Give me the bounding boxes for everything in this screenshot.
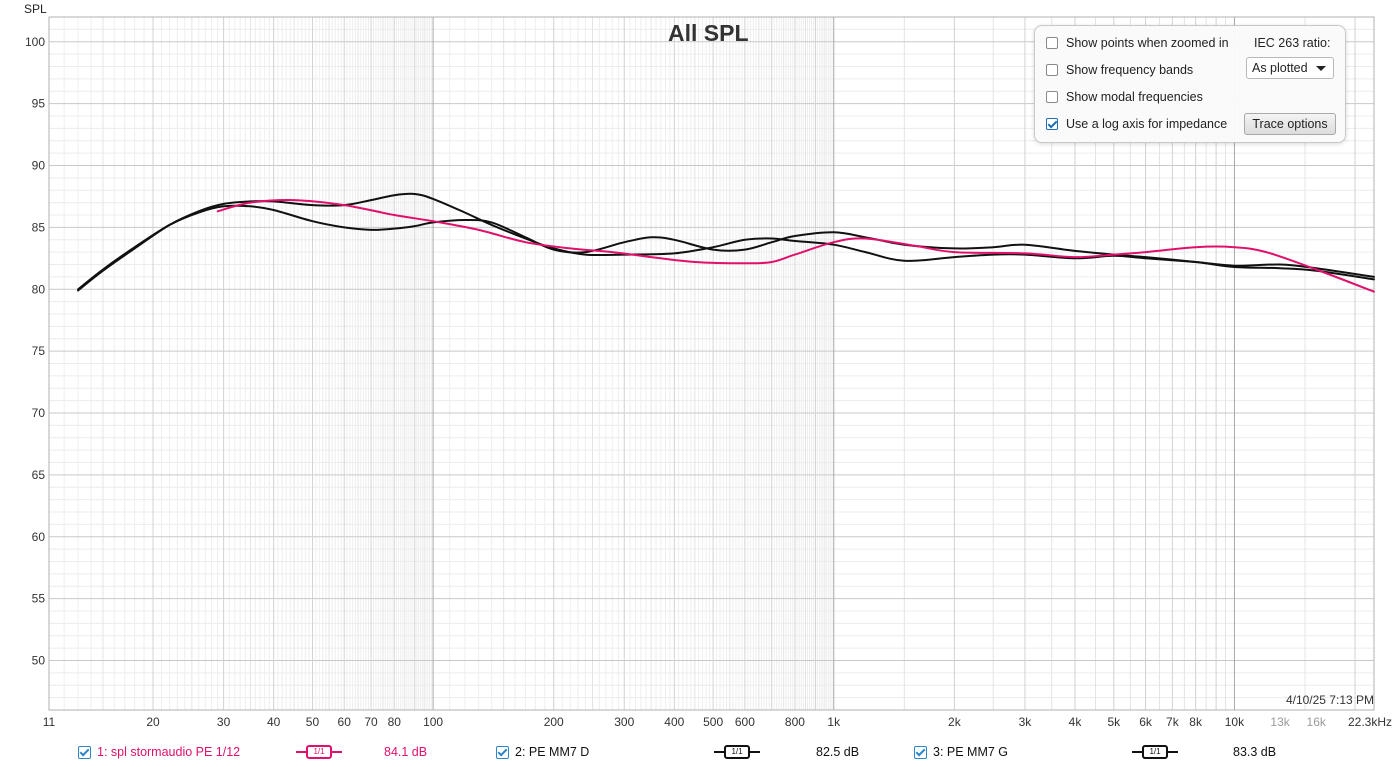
x-tick-label: 800	[785, 715, 805, 729]
option-show-modal[interactable]: Show modal frequencies	[1046, 88, 1203, 106]
x-tick-label: 13k	[1270, 715, 1290, 729]
y-tick-label: 80	[32, 282, 46, 296]
x-tick-label: 22.3kHz	[1348, 715, 1392, 729]
x-tick-label: 40	[267, 715, 281, 729]
y-tick-label: 100	[25, 35, 45, 49]
log-impedance-label: Use a log axis for impedance	[1066, 117, 1228, 131]
option-log-impedance[interactable]: Use a log axis for impedance	[1046, 115, 1227, 133]
chart-title: All SPL	[668, 20, 749, 46]
show-points-label: Show points when zoomed in	[1066, 36, 1229, 50]
y-tick-label: 65	[32, 468, 46, 482]
trace-3-checkbox[interactable]	[914, 745, 927, 759]
trace-3-label: 3: PE MM7 G	[933, 745, 1009, 759]
y-tick-label: 55	[32, 592, 46, 606]
legend-bar: 1: spl stormaudio PE 1/12 1/1 84.1 dB 2:…	[0, 740, 1400, 764]
show-points-checkbox[interactable]	[1046, 37, 1058, 49]
x-tick-label: 5k	[1107, 715, 1121, 729]
trace-1-label: 1: spl stormaudio PE 1/12	[97, 745, 241, 759]
y-tick-label: 70	[32, 406, 46, 420]
trace-1-checkbox[interactable]	[78, 745, 91, 759]
x-tick-label: 200	[544, 715, 564, 729]
y-axis-ticks: 100 95 90 85 80 75 70 65 60 55 50	[25, 35, 45, 668]
series-layer	[77, 192, 1375, 293]
x-tick-label: 20	[146, 715, 160, 729]
y-tick-label: 85	[32, 220, 46, 234]
iec-ratio-label: IEC 263 ratio:	[1254, 36, 1331, 50]
x-tick-label: 80	[388, 715, 402, 729]
y-tick-label: 75	[32, 344, 46, 358]
trace-3-value: 83.3 dB	[1233, 745, 1277, 759]
x-tick-label: 11	[43, 715, 56, 729]
x-tick-label: 7k	[1166, 715, 1180, 729]
trace-2-checkbox[interactable]	[496, 745, 509, 759]
show-modal-label: Show modal frequencies	[1066, 90, 1203, 104]
x-tick-label: 50	[306, 715, 320, 729]
trace-3-smoothing-icon[interactable]: 1/1	[1132, 744, 1178, 760]
x-tick-label: 6k	[1139, 715, 1153, 729]
trace-2-smoothing-icon[interactable]: 1/1	[714, 744, 760, 760]
trace-3-smoothing-num: 1/1	[1149, 747, 1161, 756]
x-tick-label: 500	[703, 715, 723, 729]
x-tick-label: 300	[614, 715, 634, 729]
x-tick-label: 4k	[1069, 715, 1083, 729]
series-line-1	[216, 199, 1375, 293]
option-show-bands[interactable]: Show frequency bands	[1046, 61, 1193, 79]
x-tick-label: 400	[664, 715, 684, 729]
x-tick-label: 2k	[948, 715, 962, 729]
trace-1-value: 84.1 dB	[384, 745, 428, 759]
x-tick-label: 600	[735, 715, 755, 729]
minor-gridlines	[48, 16, 1374, 711]
dropdown-arrow-icon	[1316, 66, 1326, 71]
y-tick-label: 60	[32, 530, 46, 544]
y-axis-title: SPL	[24, 2, 47, 16]
x-tick-label: 1k	[827, 715, 841, 729]
x-axis-ticks: 11 20 30 40 50 60 70 80 100 200 300 400 500 600 800 1k 2…	[43, 715, 1392, 729]
log-impedance-checkbox[interactable]	[1046, 118, 1058, 130]
plot-frame	[48, 16, 1375, 711]
options-panel: Show points when zoomed in Show frequenc…	[1034, 25, 1346, 143]
legend-item-3[interactable]: 3: PE MM7 G	[914, 740, 1008, 764]
show-modal-checkbox[interactable]	[1046, 91, 1058, 103]
iec-ratio-value: As plotted	[1252, 61, 1308, 75]
y-tick-label: 50	[32, 654, 46, 668]
legend-item-2[interactable]: 2: PE MM7 D	[496, 740, 589, 764]
trace-2-smoothing-num: 1/1	[731, 747, 743, 756]
trace-1-smoothing-num: 1/1	[313, 747, 325, 756]
x-tick-label: 8k	[1189, 715, 1203, 729]
x-tick-label: 3k	[1019, 715, 1033, 729]
x-tick-label: 70	[364, 715, 378, 729]
show-bands-label: Show frequency bands	[1066, 63, 1194, 77]
x-tick-label: 60	[338, 715, 352, 729]
trace-options-button[interactable]: Trace options	[1244, 113, 1336, 135]
x-tick-label: 16k	[1307, 715, 1327, 729]
legend-item-1[interactable]: 1: spl stormaudio PE 1/12	[78, 740, 240, 764]
show-bands-checkbox[interactable]	[1046, 64, 1058, 76]
option-show-points[interactable]: Show points when zoomed in	[1046, 34, 1229, 52]
y-tick-label: 90	[32, 159, 46, 173]
trace-1-smoothing-icon[interactable]: 1/1	[296, 744, 342, 760]
timestamp: 4/10/25 7:13 PM	[1285, 693, 1374, 707]
y-tick-label: 95	[32, 97, 46, 111]
x-tick-label: 10k	[1225, 715, 1245, 729]
trace-2-label: 2: PE MM7 D	[515, 745, 590, 759]
series-line-2	[77, 204, 1375, 291]
iec-ratio-select[interactable]: As plotted	[1246, 57, 1334, 79]
x-tick-label: 100	[423, 715, 443, 729]
trace-2-value: 82.5 dB	[816, 745, 860, 759]
x-tick-label: 30	[217, 715, 231, 729]
